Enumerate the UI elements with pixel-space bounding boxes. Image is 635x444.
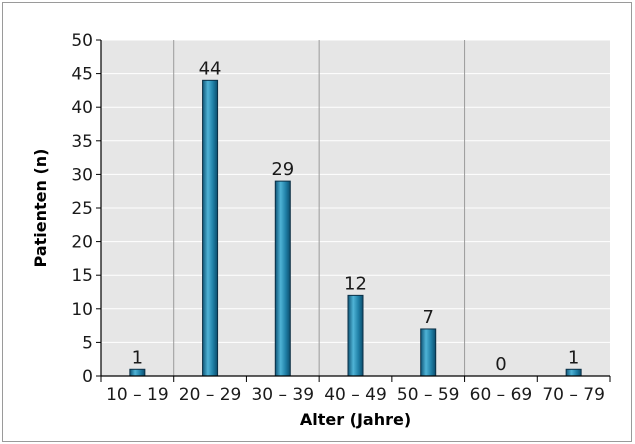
grid-lines bbox=[101, 39, 610, 343]
data-label-2: 29 bbox=[271, 159, 294, 180]
bar-0 bbox=[129, 368, 146, 377]
bar-2 bbox=[274, 180, 291, 377]
bar-1 bbox=[202, 79, 219, 377]
bars bbox=[129, 79, 582, 377]
bar-6 bbox=[565, 368, 582, 377]
data-label-4: 7 bbox=[422, 307, 433, 328]
y-tick-label: 50 bbox=[71, 31, 93, 51]
data-label-0: 1 bbox=[132, 347, 143, 368]
x-tick-label: 10 – 19 bbox=[106, 385, 169, 405]
x-tick-label: 30 – 39 bbox=[251, 385, 314, 405]
y-tick-label: 25 bbox=[71, 199, 93, 219]
y-tick-label: 45 bbox=[71, 65, 93, 85]
bar-3 bbox=[347, 294, 364, 377]
data-labels: 1 44 29 12 7 0 1 bbox=[132, 58, 580, 375]
x-axis-ticks: 10 – 19 20 – 29 30 – 39 40 – 49 50 – 59 60 – … bbox=[100, 376, 611, 405]
data-label-6: 1 bbox=[568, 347, 579, 368]
y-tick-label: 40 bbox=[71, 98, 93, 118]
y-tick-label: 0 bbox=[82, 367, 93, 387]
y-tick-label: 10 bbox=[71, 300, 93, 320]
x-tick-label: 40 – 49 bbox=[324, 385, 387, 405]
y-tick-label: 15 bbox=[71, 266, 93, 286]
x-axis-title: Alter (Jahre) bbox=[300, 410, 411, 429]
x-tick-label: 20 – 29 bbox=[179, 385, 242, 405]
x-tick-label: 50 – 59 bbox=[397, 385, 460, 405]
y-axis-title: Patienten (n) bbox=[31, 149, 50, 268]
bar-4 bbox=[420, 328, 437, 377]
data-label-1: 44 bbox=[199, 58, 222, 79]
y-tick-label: 35 bbox=[71, 132, 93, 152]
group-separators bbox=[173, 40, 466, 376]
data-label-3: 12 bbox=[344, 273, 367, 294]
y-tick-label: 5 bbox=[82, 333, 93, 353]
y-tick-label: 30 bbox=[71, 165, 93, 185]
y-axis-ticks: 0 5 10 15 20 25 30 35 40 45 50 bbox=[71, 31, 101, 387]
x-tick-label: 70 – 79 bbox=[542, 385, 605, 405]
x-tick-label: 60 – 69 bbox=[470, 385, 533, 405]
data-label-5: 0 bbox=[495, 354, 506, 375]
y-tick-label: 20 bbox=[71, 233, 93, 253]
